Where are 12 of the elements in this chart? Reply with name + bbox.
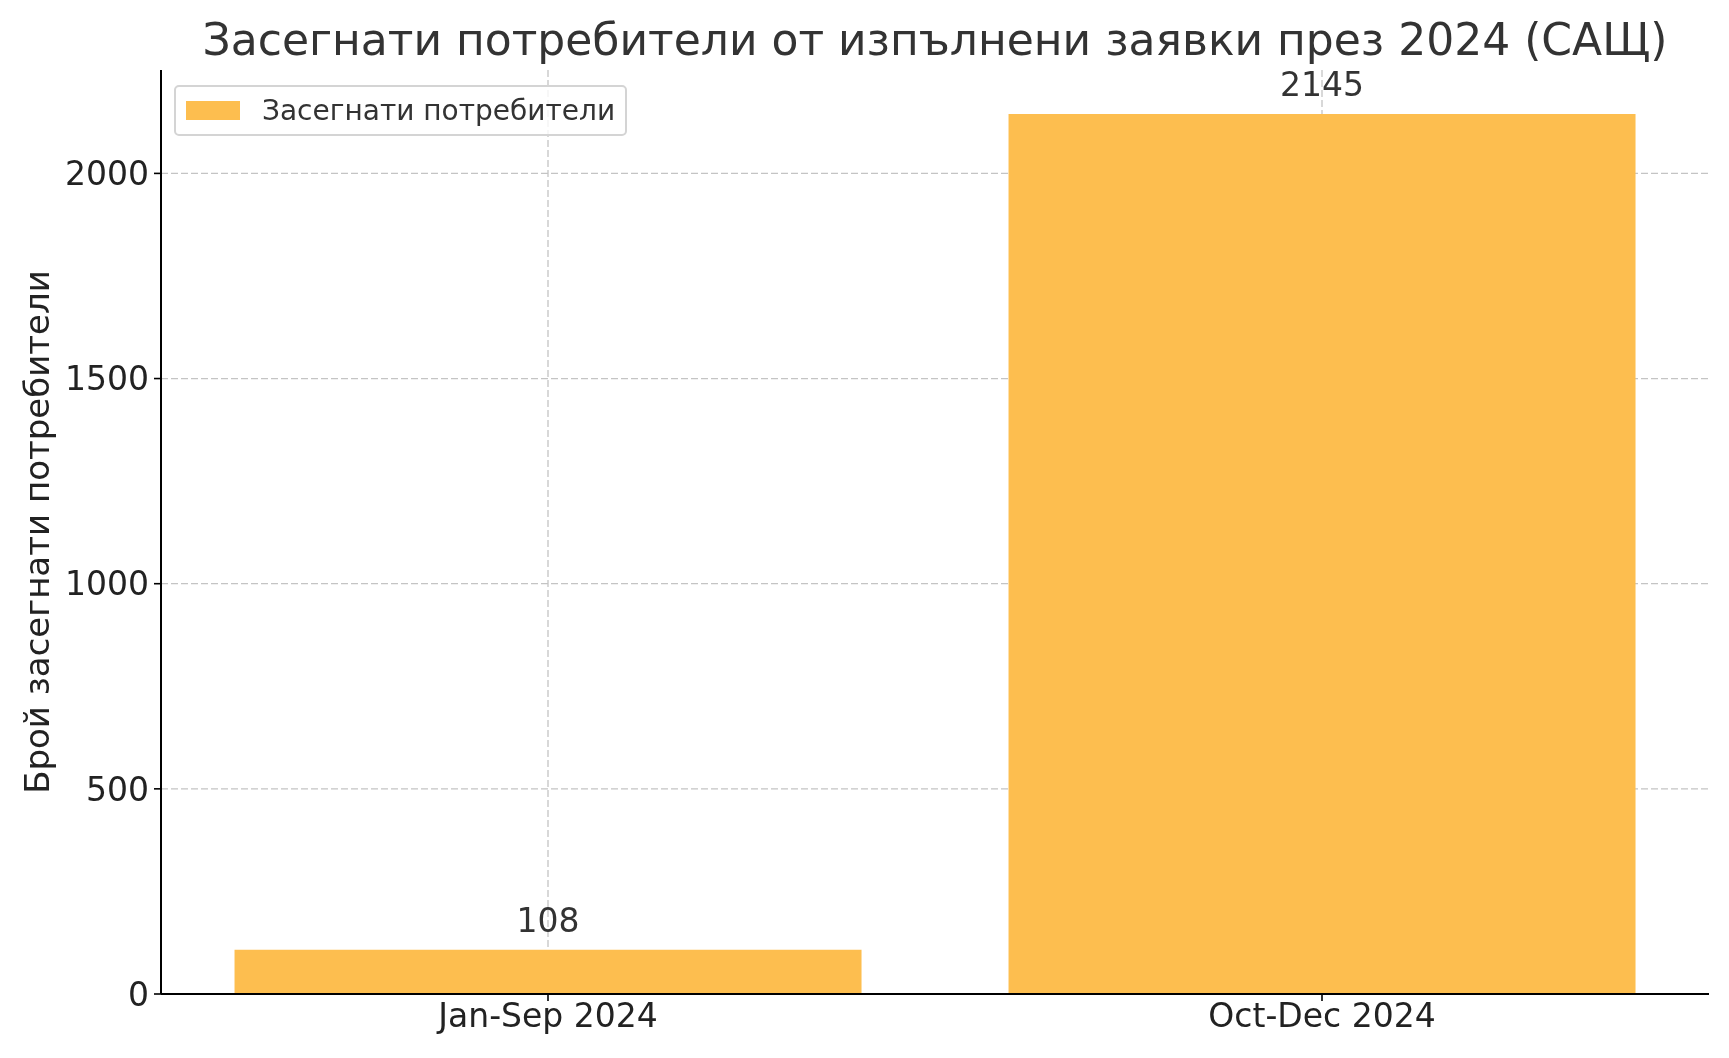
y-tick-label: 2000 (65, 154, 149, 194)
y-axis-title: Брой засегнати потребители (17, 270, 57, 794)
y-tick-label: 0 (128, 974, 149, 1014)
data-label: 108 (516, 900, 580, 940)
y-tick-label: 1000 (65, 564, 149, 604)
y-tick-label: 1500 (65, 359, 149, 399)
x-tick-label: Jan-Sep 2024 (436, 996, 658, 1036)
x-tick-label: Oct-Dec 2024 (1208, 996, 1436, 1036)
chart-title: Засегнати потребители от изпълнени заявки през 2024 (САЩ) (201, 14, 1669, 66)
y-tick-label: 500 (86, 769, 149, 809)
data-label: 2145 (1280, 64, 1365, 104)
legend-label: Засегнати потребители (262, 94, 616, 127)
